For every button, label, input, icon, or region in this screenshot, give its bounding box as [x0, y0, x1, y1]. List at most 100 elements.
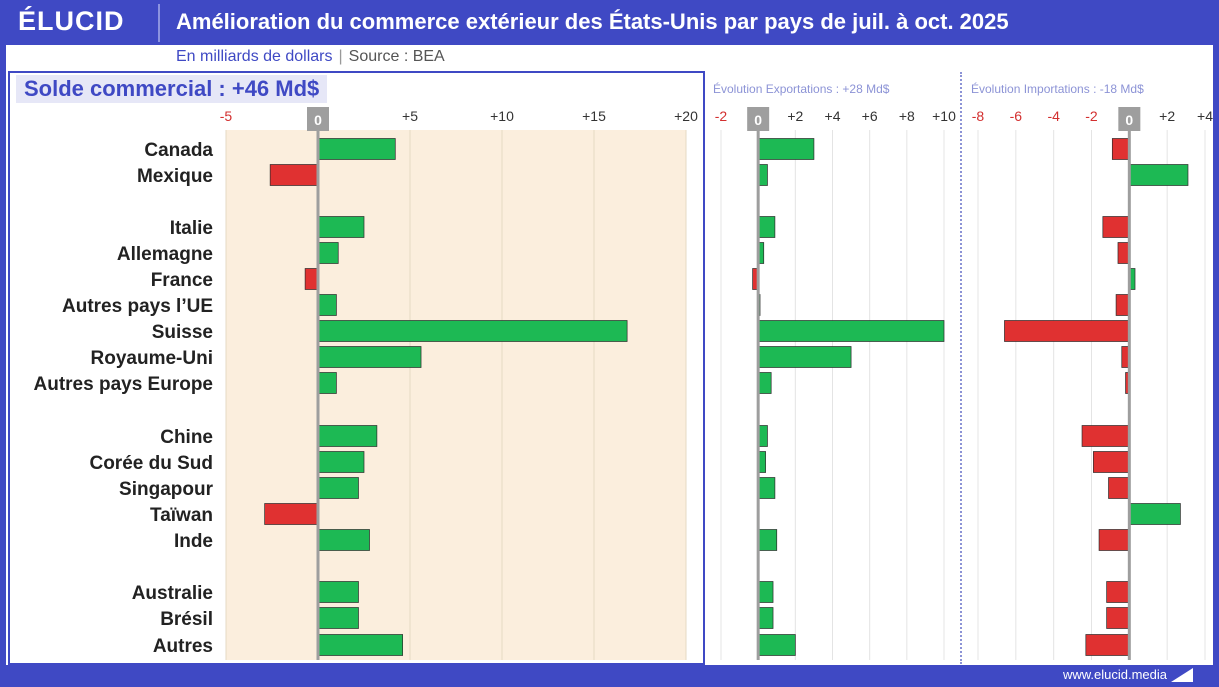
zero-tick-badge	[307, 107, 329, 131]
logo[interactable]: ÉLUCID	[18, 6, 125, 36]
bar	[757, 216, 776, 238]
zero-tick-badge	[1118, 107, 1141, 131]
bar	[1106, 607, 1130, 629]
bar	[1098, 529, 1130, 551]
tick-label: +20	[674, 108, 698, 124]
tick-label: 0	[754, 112, 762, 128]
bar	[757, 607, 774, 629]
logo-mark-icon	[1171, 668, 1193, 682]
category-label: Allemagne	[117, 244, 213, 265]
footer-url[interactable]: www.elucid.media	[1062, 667, 1167, 682]
balance-label: Solde commercial : +46 Md$	[16, 75, 328, 103]
bar	[317, 372, 337, 394]
category-label: Brésil	[160, 609, 213, 630]
bar	[317, 320, 628, 342]
bar	[1111, 138, 1130, 160]
balance-panel	[8, 71, 705, 665]
bar	[1115, 294, 1130, 316]
tick-label: -6	[1010, 108, 1023, 124]
bar	[1108, 477, 1130, 499]
bar	[317, 529, 370, 551]
bar	[757, 477, 776, 499]
bar	[317, 294, 337, 316]
exports-title: Évolution Exportations : +28 Md$	[713, 82, 890, 96]
bar	[317, 581, 359, 603]
tick-label: -2	[1085, 108, 1098, 124]
category-label: Inde	[174, 531, 213, 552]
tick-label: +15	[582, 108, 606, 124]
tick-label: +4	[1197, 108, 1213, 124]
category-label: Canada	[144, 140, 213, 161]
bar	[1106, 581, 1130, 603]
tick-label: 0	[314, 112, 322, 128]
tick-label: +2	[787, 108, 803, 124]
bar	[269, 164, 319, 186]
bar	[757, 320, 945, 342]
bar	[757, 138, 815, 160]
category-label: Autres pays Europe	[34, 374, 214, 395]
tick-label: +8	[899, 108, 915, 124]
tick-label: +5	[402, 108, 418, 124]
logo-divider	[158, 4, 160, 42]
bar	[317, 242, 339, 264]
bar	[757, 346, 852, 368]
bar	[304, 268, 319, 290]
bar	[1102, 216, 1130, 238]
category-label: Italie	[170, 218, 213, 239]
category-label: Chine	[160, 427, 213, 448]
bar	[317, 346, 422, 368]
tick-label: +10	[932, 108, 956, 124]
source-label: Source : BEA	[348, 48, 445, 65]
tick-label: +10	[490, 108, 514, 124]
bar	[317, 477, 359, 499]
category-label: Suisse	[152, 322, 213, 343]
bar	[317, 607, 359, 629]
plot-area	[226, 130, 686, 660]
imports-title: Évolution Importations : -18 Md$	[971, 82, 1144, 96]
tick-label: +4	[825, 108, 841, 124]
subtitle-divider: |	[338, 48, 343, 65]
tick-label: -2	[715, 108, 728, 124]
category-label: Australie	[132, 583, 213, 604]
category-label: France	[151, 270, 213, 291]
bar	[757, 581, 774, 603]
header-bar	[0, 0, 1219, 45]
bar	[757, 372, 772, 394]
category-label: Corée du Sud	[89, 453, 213, 474]
category-label: Taïwan	[150, 505, 213, 526]
zero-tick-badge	[747, 107, 770, 131]
bar	[317, 425, 378, 447]
tick-label: 0	[1125, 112, 1133, 128]
bar	[1117, 242, 1130, 264]
bar	[1128, 503, 1181, 525]
bar	[317, 451, 365, 473]
category-label: Autres pays l’UE	[62, 296, 213, 317]
bar	[1085, 634, 1130, 656]
category-label: Singapour	[119, 479, 214, 500]
bar	[264, 503, 319, 525]
bar	[1093, 451, 1130, 473]
bar	[757, 529, 778, 551]
bar	[317, 138, 396, 160]
bar	[1004, 320, 1130, 342]
bar	[1081, 425, 1130, 447]
category-label: Mexique	[137, 166, 213, 187]
bar	[317, 634, 403, 656]
tick-label: -4	[1047, 108, 1060, 124]
panel-divider	[960, 72, 962, 664]
unit-label: En milliards de dollars	[176, 48, 333, 65]
bar	[317, 216, 365, 238]
bar	[757, 634, 796, 656]
tick-label: +2	[1159, 108, 1175, 124]
tick-label: +6	[862, 108, 878, 124]
category-label: Autres	[153, 636, 213, 657]
category-label: Royaume-Uni	[91, 348, 213, 369]
footer-bar: www.elucid.media	[0, 665, 1219, 687]
page-title: Amélioration du commerce extérieur des É…	[176, 9, 1009, 34]
tick-label: -5	[220, 108, 233, 124]
bar	[1128, 164, 1189, 186]
subtitle: En milliards de dollars | Source : BEA	[176, 48, 445, 66]
tick-label: -8	[972, 108, 985, 124]
